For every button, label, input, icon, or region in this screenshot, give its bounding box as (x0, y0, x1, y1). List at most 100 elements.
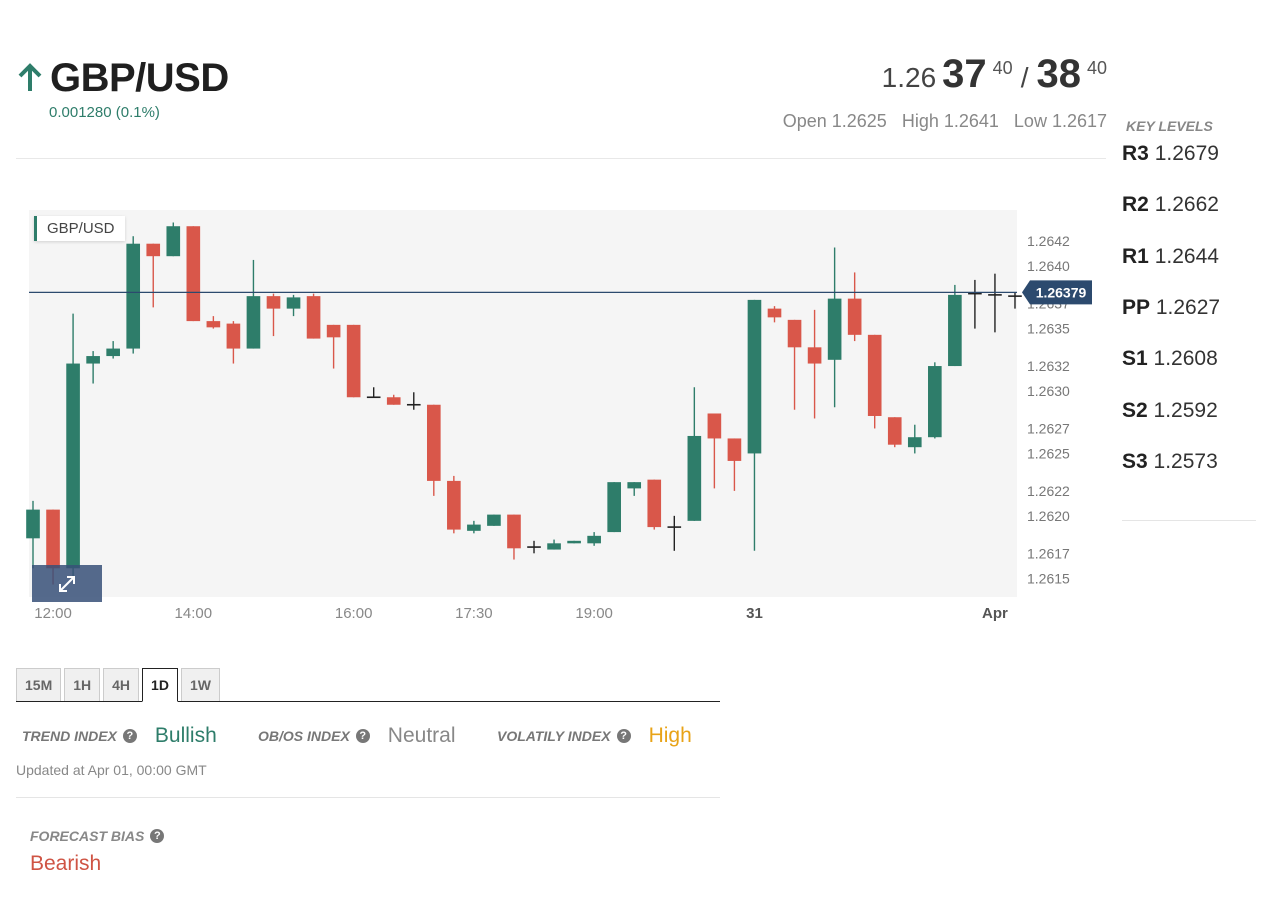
trend-index-value: Bullish (154, 724, 217, 747)
candle-body (447, 480, 461, 530)
candle-body (146, 243, 161, 257)
key-levels-panel: KEY LEVELS R3 1.2679 R2 1.2662 R1 1.2644… (1122, 118, 1256, 521)
candle-body (306, 296, 321, 339)
key-level-name: R3 (1122, 142, 1149, 165)
key-level-value: 1.2608 (1153, 347, 1218, 370)
candle-body (326, 324, 341, 338)
candle-body (487, 514, 501, 526)
candle-body (86, 356, 100, 364)
current-price-label: 1.26379 (1036, 284, 1087, 300)
y-tick-label: 1.2620 (1027, 508, 1070, 524)
candle-body (647, 479, 662, 528)
price-change: 0.001280 (0.1%) (49, 104, 160, 121)
chart-symbol-tag: GBP/USD (34, 216, 125, 241)
expand-icon (59, 575, 75, 592)
price-chart[interactable]: 1.26421.26401.26371.26351.26321.26301.26… (0, 190, 1120, 630)
y-tick-label: 1.2642 (1027, 233, 1070, 249)
ask-fraction: 40 (1086, 58, 1107, 78)
candle-body (426, 404, 441, 481)
key-level-value: 1.2592 (1153, 399, 1218, 422)
key-level-value: 1.2573 (1153, 450, 1218, 473)
low-value: Low 1.2617 (1013, 111, 1107, 131)
question-icon[interactable]: ? (122, 729, 137, 743)
key-levels-title: KEY LEVELS (1126, 118, 1213, 134)
key-level-pp: PP 1.2627 (1122, 296, 1220, 320)
trend-index-label: TREND INDEX (22, 728, 117, 744)
candle-body (246, 296, 261, 349)
candle-body (166, 226, 181, 257)
question-icon[interactable]: ? (150, 829, 165, 843)
section-divider (16, 797, 720, 798)
obos-index-label: OB/OS INDEX (258, 728, 350, 744)
key-level-r2: R2 1.2662 (1122, 193, 1219, 217)
key-level-name: R2 (1122, 193, 1149, 216)
candle-body (948, 294, 962, 367)
key-levels-divider (1122, 520, 1256, 521)
key-level-value: 1.2644 (1154, 245, 1219, 268)
open-value: Open 1.2625 (782, 111, 887, 131)
key-level-name: R1 (1122, 245, 1149, 268)
key-level-value: 1.2679 (1154, 142, 1219, 165)
y-tick-label: 1.2617 (1027, 545, 1070, 561)
ohl-stats: Open 1.2625 High 1.2641 Low 1.2617 (773, 111, 1107, 132)
question-icon[interactable]: ? (355, 729, 370, 743)
forecast-bias: FORECAST BIAS ? Bearish (30, 828, 165, 876)
candle-body (827, 298, 842, 360)
candle-body (126, 243, 141, 349)
candle-body (507, 514, 521, 549)
trend-index: TREND INDEX ? Bullish (22, 724, 217, 748)
x-tick-label: 19:00 (575, 605, 613, 622)
x-tick-label: Apr (982, 605, 1008, 622)
key-level-s2: S2 1.2592 (1122, 399, 1218, 423)
ask-pips: 38 (1036, 52, 1081, 96)
key-level-name: S1 (1122, 347, 1148, 370)
forecast-bias-label: FORECAST BIAS (30, 828, 145, 844)
candle-body (186, 226, 201, 322)
tab-15m[interactable]: 15M (16, 668, 62, 701)
candle-body (747, 299, 762, 454)
y-tick-label: 1.2615 (1027, 570, 1070, 586)
key-level-r3: R3 1.2679 (1122, 142, 1219, 166)
candle-body (807, 347, 822, 364)
x-tick-label: 12:00 (34, 605, 72, 622)
candlestick-chart[interactable]: 1.26421.26401.26371.26351.26321.26301.26… (0, 190, 1120, 630)
tab-1h[interactable]: 1H (64, 668, 101, 701)
question-icon[interactable]: ? (616, 729, 631, 743)
key-level-s3: S3 1.2573 (1122, 450, 1218, 474)
candle-body (587, 535, 601, 544)
y-tick-label: 1.2632 (1027, 358, 1070, 374)
candle-body (887, 417, 902, 445)
candle-body (847, 298, 862, 335)
y-tick-label: 1.2622 (1027, 483, 1070, 499)
candle-body (787, 319, 802, 348)
candle-body (226, 323, 241, 349)
tab-4h[interactable]: 4H (103, 668, 140, 701)
quote-panel: 1.26 37 40 / 38 40 Open 1.2625 High 1.26… (773, 52, 1107, 132)
x-tick-label: 31 (746, 605, 763, 622)
key-level-name: PP (1122, 296, 1151, 319)
x-tick-label: 14:00 (175, 605, 213, 622)
candle-body (206, 321, 221, 328)
tab-1d[interactable]: 1D (142, 668, 178, 702)
bid-base: 1.26 (881, 62, 937, 93)
key-level-name: S3 (1122, 450, 1148, 473)
pair-header: GBP/USD 0.001280 (0.1%) (16, 56, 229, 121)
candle-body (727, 438, 742, 461)
y-tick-label: 1.2630 (1027, 383, 1070, 399)
x-tick-label: 17:30 (455, 605, 493, 622)
tab-1w[interactable]: 1W (180, 668, 220, 701)
candle-body (567, 540, 581, 544)
candle-body (707, 413, 722, 439)
candle-body (928, 366, 942, 438)
expand-chart-button[interactable] (32, 565, 102, 602)
bid-pips: 37 (942, 52, 987, 96)
candle-body (607, 482, 621, 533)
y-tick-label: 1.2635 (1027, 321, 1070, 337)
y-tick-label: 1.2625 (1027, 445, 1070, 461)
header-divider (16, 158, 1106, 159)
forecast-bias-label-row: FORECAST BIAS ? (30, 828, 165, 844)
arrow-up-icon (18, 63, 42, 91)
volatility-index: VOLATILY INDEX ? High (497, 724, 692, 748)
bid-ask-separator: / (1020, 62, 1029, 93)
candle-body (547, 543, 561, 550)
